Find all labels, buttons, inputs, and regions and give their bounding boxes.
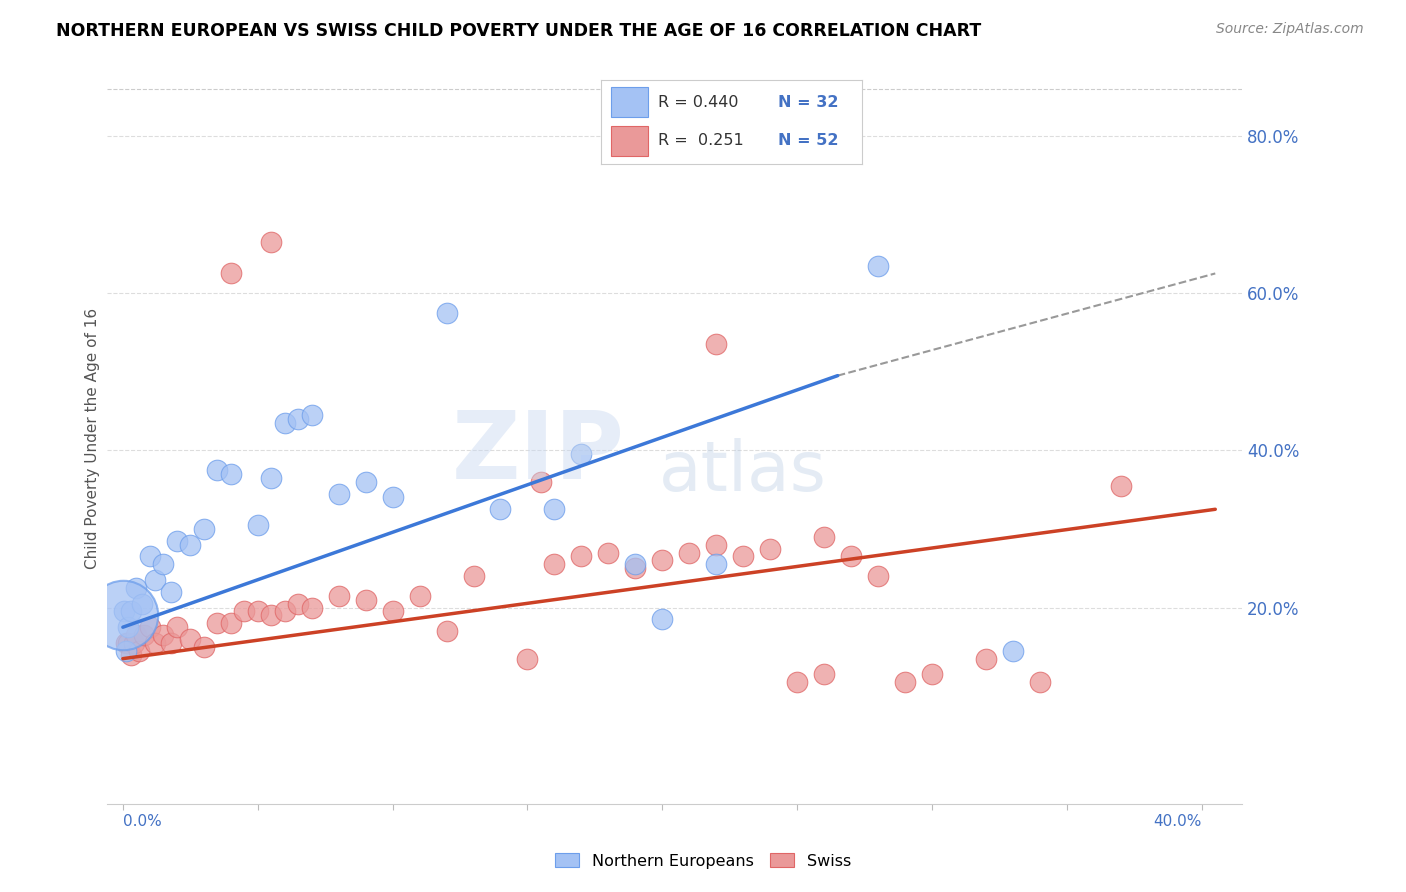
Point [489,502,512,516]
Point [704,538,727,552]
Point [381,491,404,505]
Point [120,605,142,619]
Point [598,545,620,559]
Y-axis label: Child Poverty Under the Age of 16: Child Poverty Under the Age of 16 [86,308,100,569]
Point [651,612,673,626]
Point [139,549,162,564]
Text: 0.0%: 0.0% [122,814,162,829]
Point [624,558,647,572]
Point [207,463,229,477]
Point [1029,675,1052,690]
Point [207,616,229,631]
Point [921,667,943,681]
Point [974,651,997,665]
Point [111,608,134,623]
Point [166,620,188,634]
Point [813,530,835,544]
Point [143,636,166,650]
Point [354,475,377,489]
Point [813,667,835,681]
Point [868,259,890,273]
Text: NORTHERN EUROPEAN VS SWISS CHILD POVERTY UNDER THE AGE OF 16 CORRELATION CHART: NORTHERN EUROPEAN VS SWISS CHILD POVERTY… [56,22,981,40]
Point [571,549,593,564]
Point [139,620,162,634]
Point [273,605,295,619]
Point [114,636,136,650]
Point [160,636,183,650]
Point [436,624,458,639]
Point [128,644,150,658]
Point [516,651,538,665]
Point [287,597,309,611]
Point [301,600,323,615]
Point [219,616,242,631]
Text: 40.0%: 40.0% [1153,814,1202,829]
Point [543,502,565,516]
Point [463,569,485,583]
Point [328,486,350,500]
Text: atlas: atlas [658,438,827,505]
Point [117,636,139,650]
Point [624,561,647,575]
Point [408,589,430,603]
Point [246,518,269,533]
Point [166,533,188,548]
Point [260,608,283,623]
Point [179,632,201,646]
Point [868,569,890,583]
Point [678,545,700,559]
Point [287,412,309,426]
Point [381,605,404,619]
Point [704,337,727,351]
Point [543,558,565,572]
Point [894,675,917,690]
Point [193,640,215,654]
Point [328,589,350,603]
Point [530,475,553,489]
Point [786,675,808,690]
Point [1109,479,1132,493]
Point [219,267,242,281]
Point [733,549,755,564]
Point [839,549,862,564]
Point [122,636,145,650]
Point [112,605,135,619]
Point [219,467,242,481]
Point [125,581,148,595]
Point [246,605,269,619]
Point [301,408,323,422]
Point [233,605,256,619]
Point [759,541,782,556]
Point [193,522,215,536]
Point [260,235,283,249]
Point [571,447,593,461]
Point [120,648,142,662]
Point [152,628,174,642]
Point [134,628,156,642]
Point [143,573,166,587]
Point [651,553,673,567]
Point [436,306,458,320]
Point [260,471,283,485]
Point [125,628,148,642]
Legend: Northern Europeans, Swiss: Northern Europeans, Swiss [548,847,858,875]
Point [152,558,174,572]
Text: ZIP: ZIP [451,407,624,500]
Point [114,644,136,658]
Point [160,584,183,599]
Point [117,620,139,634]
Point [273,416,295,430]
Text: Source: ZipAtlas.com: Source: ZipAtlas.com [1216,22,1364,37]
Point [1001,644,1024,658]
Point [354,592,377,607]
Point [179,538,201,552]
Point [131,597,153,611]
Point [704,558,727,572]
